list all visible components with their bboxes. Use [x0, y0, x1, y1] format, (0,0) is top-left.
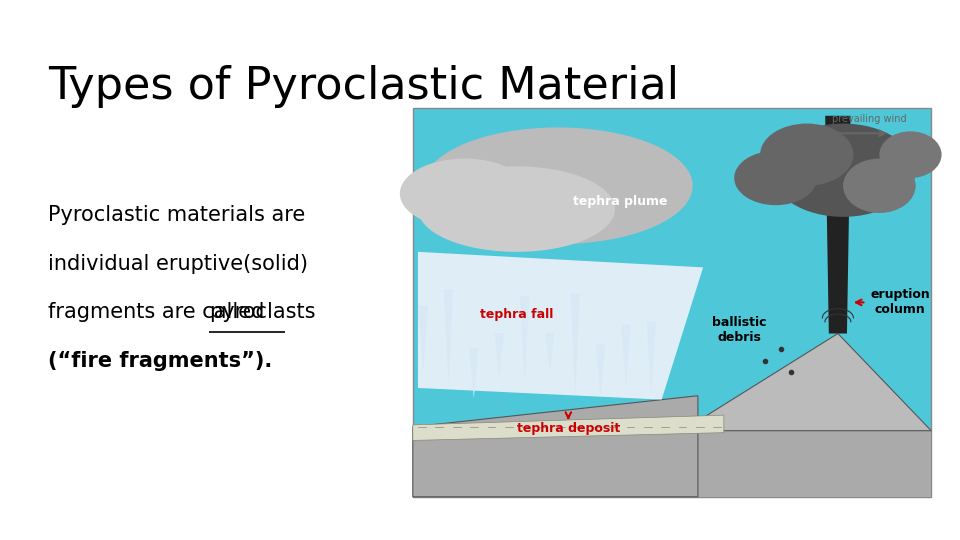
Polygon shape	[596, 345, 605, 398]
Polygon shape	[647, 322, 656, 394]
Polygon shape	[444, 289, 453, 385]
Polygon shape	[621, 325, 631, 387]
Text: Pyroclastic materials are: Pyroclastic materials are	[48, 205, 305, 225]
Polygon shape	[826, 116, 851, 334]
Text: fragments are called: fragments are called	[48, 302, 271, 322]
Text: individual eruptive(solid): individual eruptive(solid)	[48, 254, 308, 274]
Polygon shape	[683, 334, 931, 431]
Polygon shape	[545, 333, 555, 373]
Text: eruption
column: eruption column	[870, 288, 930, 316]
Text: tephra deposit: tephra deposit	[516, 422, 620, 435]
Polygon shape	[520, 296, 529, 381]
Polygon shape	[469, 348, 478, 399]
Text: ballistic
debris: ballistic debris	[712, 315, 767, 343]
Polygon shape	[418, 252, 703, 400]
Polygon shape	[413, 431, 931, 497]
Ellipse shape	[734, 151, 817, 205]
Text: Types of Pyroclastic Material: Types of Pyroclastic Material	[48, 65, 679, 108]
Bar	[413, 108, 931, 497]
Ellipse shape	[879, 131, 942, 178]
Text: pyroclasts: pyroclasts	[208, 302, 315, 322]
Ellipse shape	[423, 127, 693, 244]
Ellipse shape	[771, 124, 916, 217]
Ellipse shape	[760, 124, 853, 186]
Polygon shape	[419, 306, 428, 374]
Polygon shape	[494, 333, 504, 376]
Ellipse shape	[418, 166, 615, 252]
Ellipse shape	[399, 159, 530, 228]
Ellipse shape	[843, 159, 916, 213]
Text: prevailing wind: prevailing wind	[831, 113, 906, 124]
Text: (“fire fragments”).: (“fire fragments”).	[48, 351, 273, 371]
Text: tephra fall: tephra fall	[480, 308, 553, 321]
Polygon shape	[413, 415, 724, 441]
Polygon shape	[570, 293, 580, 397]
Text: tephra plume: tephra plume	[573, 195, 667, 208]
Polygon shape	[413, 396, 698, 497]
